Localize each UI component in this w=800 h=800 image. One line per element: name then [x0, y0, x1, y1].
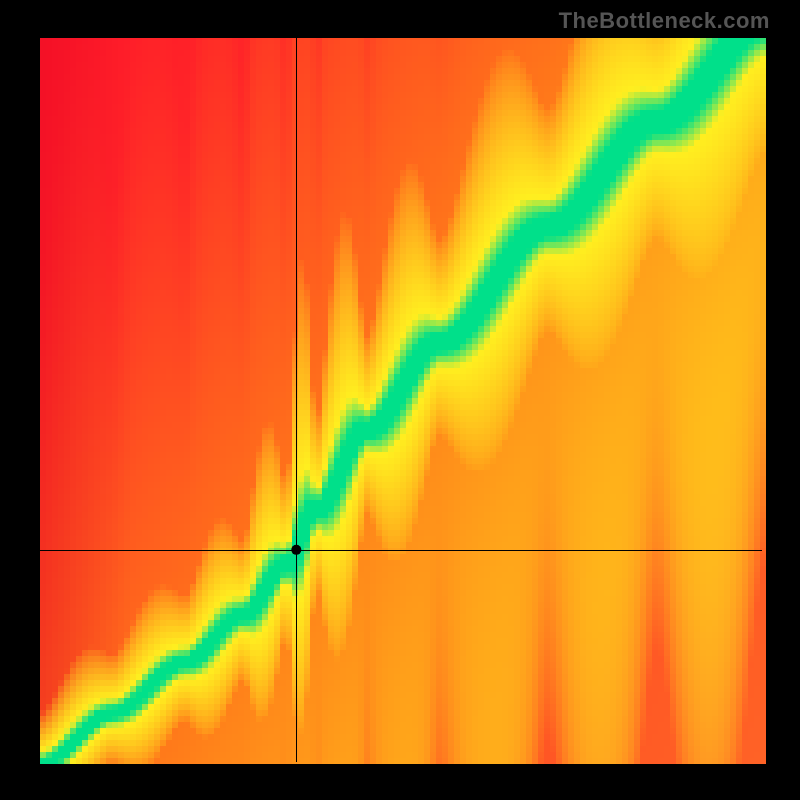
watermark-text: TheBottleneck.com	[559, 8, 770, 34]
bottleneck-heatmap	[0, 0, 800, 800]
